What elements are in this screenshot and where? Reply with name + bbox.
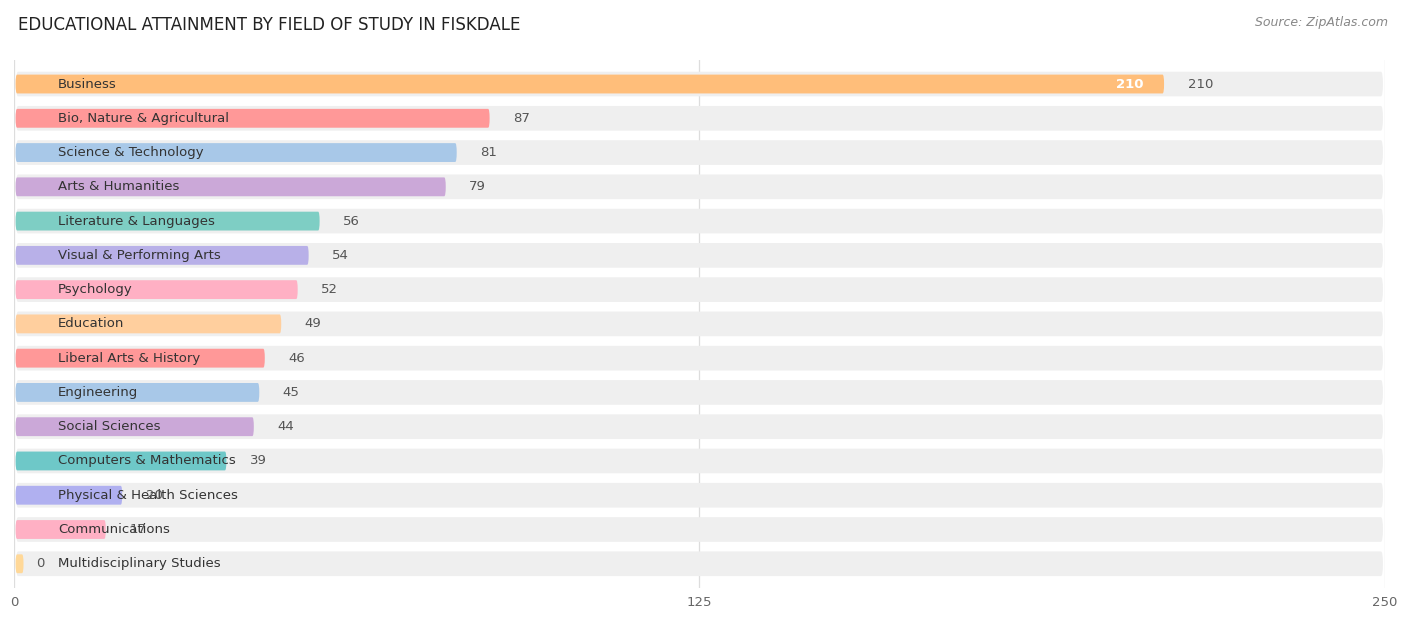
FancyBboxPatch shape (15, 280, 298, 299)
Text: 45: 45 (283, 386, 299, 399)
FancyBboxPatch shape (15, 209, 1384, 233)
Text: Science & Technology: Science & Technology (58, 146, 204, 159)
FancyBboxPatch shape (15, 520, 105, 539)
Text: Literature & Languages: Literature & Languages (58, 215, 215, 228)
FancyBboxPatch shape (15, 212, 319, 231)
FancyBboxPatch shape (15, 383, 259, 402)
FancyBboxPatch shape (15, 178, 446, 197)
Text: 46: 46 (288, 351, 305, 365)
Text: 81: 81 (481, 146, 498, 159)
Text: 52: 52 (321, 283, 337, 296)
FancyBboxPatch shape (15, 486, 122, 505)
FancyBboxPatch shape (15, 554, 24, 573)
Text: Social Sciences: Social Sciences (58, 420, 160, 433)
Text: Arts & Humanities: Arts & Humanities (58, 180, 180, 193)
FancyBboxPatch shape (15, 349, 264, 368)
FancyBboxPatch shape (15, 380, 1384, 404)
Text: Liberal Arts & History: Liberal Arts & History (58, 351, 200, 365)
FancyBboxPatch shape (15, 71, 1384, 96)
FancyBboxPatch shape (15, 174, 1384, 199)
FancyBboxPatch shape (15, 517, 1384, 542)
Text: 39: 39 (250, 454, 267, 468)
Text: Source: ZipAtlas.com: Source: ZipAtlas.com (1254, 16, 1388, 29)
Text: 210: 210 (1188, 78, 1213, 90)
Text: Engineering: Engineering (58, 386, 138, 399)
FancyBboxPatch shape (15, 143, 457, 162)
Text: Computers & Mathematics: Computers & Mathematics (58, 454, 236, 468)
Text: 56: 56 (343, 215, 360, 228)
FancyBboxPatch shape (15, 346, 1384, 370)
FancyBboxPatch shape (15, 140, 1384, 165)
FancyBboxPatch shape (15, 417, 254, 436)
FancyBboxPatch shape (15, 109, 489, 128)
Text: 54: 54 (332, 249, 349, 262)
FancyBboxPatch shape (15, 243, 1384, 268)
Text: Business: Business (58, 78, 117, 90)
Text: 0: 0 (37, 557, 45, 570)
FancyBboxPatch shape (15, 415, 1384, 439)
Text: 49: 49 (305, 317, 322, 331)
Text: 79: 79 (470, 180, 486, 193)
FancyBboxPatch shape (15, 449, 1384, 473)
Text: Psychology: Psychology (58, 283, 132, 296)
FancyBboxPatch shape (15, 106, 1384, 131)
Text: Visual & Performing Arts: Visual & Performing Arts (58, 249, 221, 262)
Text: Multidisciplinary Studies: Multidisciplinary Studies (58, 557, 221, 570)
Text: 210: 210 (1116, 78, 1143, 90)
Text: Physical & Health Sciences: Physical & Health Sciences (58, 489, 238, 502)
FancyBboxPatch shape (15, 483, 1384, 507)
FancyBboxPatch shape (15, 312, 1384, 336)
Text: 44: 44 (277, 420, 294, 433)
Text: 20: 20 (146, 489, 163, 502)
Text: Bio, Nature & Agricultural: Bio, Nature & Agricultural (58, 112, 229, 125)
Text: Education: Education (58, 317, 124, 331)
Text: 17: 17 (129, 523, 146, 536)
FancyBboxPatch shape (15, 277, 1384, 302)
Text: 87: 87 (513, 112, 530, 125)
FancyBboxPatch shape (15, 75, 1164, 94)
FancyBboxPatch shape (15, 246, 309, 265)
FancyBboxPatch shape (15, 451, 226, 470)
FancyBboxPatch shape (15, 315, 281, 333)
FancyBboxPatch shape (15, 552, 1384, 576)
Text: Communications: Communications (58, 523, 170, 536)
Text: EDUCATIONAL ATTAINMENT BY FIELD OF STUDY IN FISKDALE: EDUCATIONAL ATTAINMENT BY FIELD OF STUDY… (18, 16, 520, 33)
